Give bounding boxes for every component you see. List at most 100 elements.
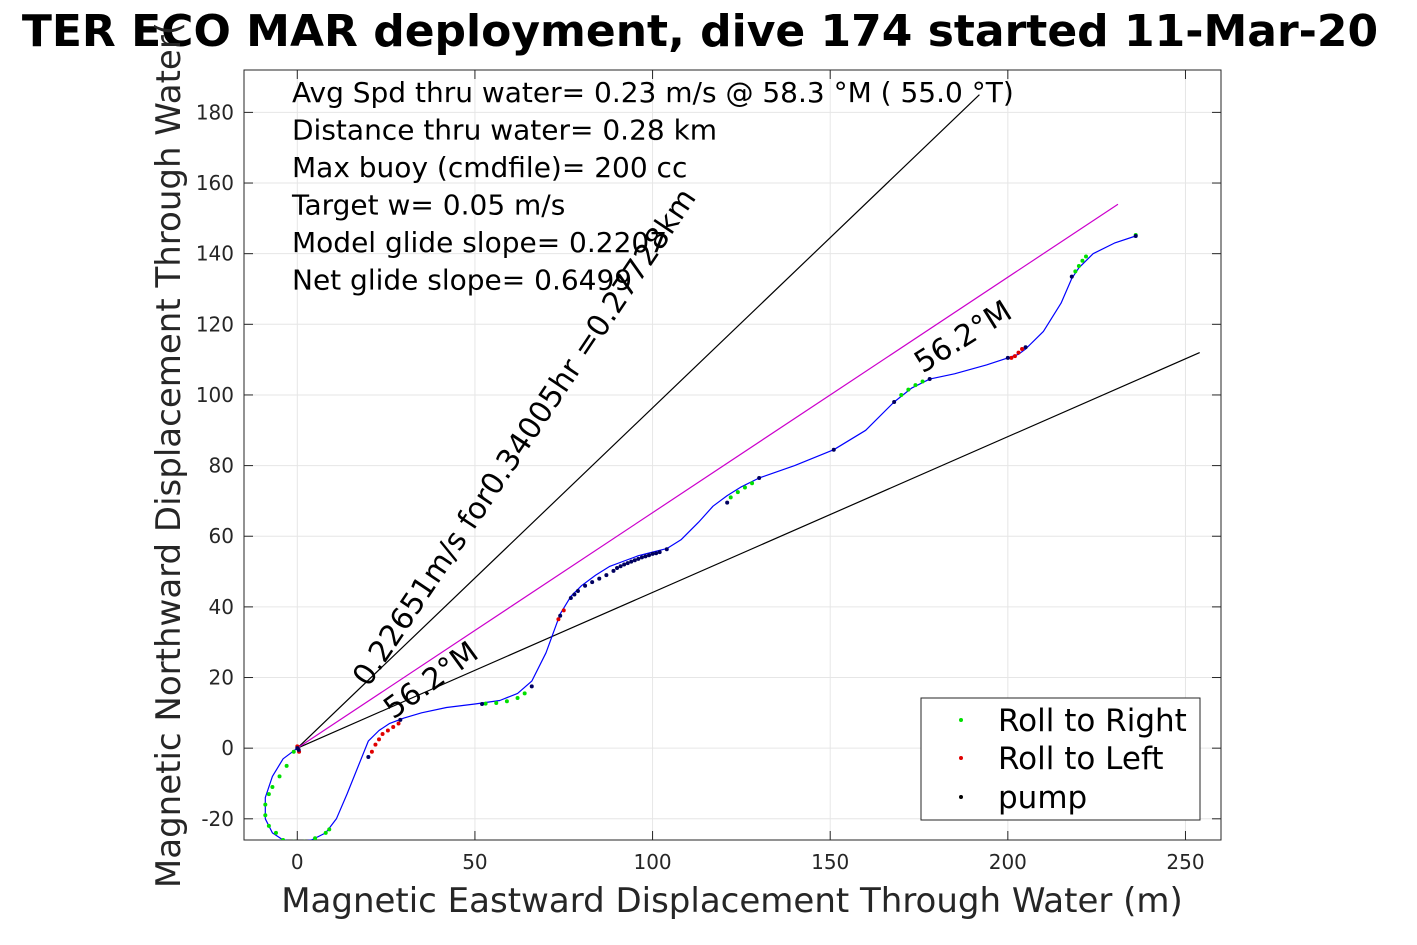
roll-left-point — [373, 742, 378, 747]
roll-right-point — [742, 485, 747, 490]
x-axis-label: Magnetic Eastward Displacement Through W… — [281, 881, 1183, 921]
roll-right-point — [273, 830, 278, 835]
roll-left-point — [1012, 354, 1017, 359]
pump-point — [604, 573, 609, 578]
summary-line: Avg Spd thru water= 0.23 m/s @ 58.3 °M (… — [292, 76, 1014, 109]
roll-left-point — [1009, 355, 1014, 360]
roll-right-point — [281, 838, 286, 840]
summary-line: Target w= 0.05 m/s — [291, 189, 565, 222]
pump-point — [664, 547, 669, 552]
y-tick-label: 20 — [209, 666, 234, 690]
grid-lines — [244, 70, 1221, 840]
roll-right-point — [750, 481, 755, 486]
x-tick-label: 0 — [291, 850, 304, 874]
pump-point — [1005, 355, 1010, 360]
roll-right-point — [303, 839, 306, 840]
pump-point — [572, 592, 577, 597]
pump-point — [757, 475, 762, 480]
x-tick-label: 200 — [989, 850, 1027, 874]
upper-bound-line — [296, 94, 980, 749]
roll-right-point — [899, 392, 904, 397]
axis-ticks: 0 50 100 150 200 250 -20 0 20 40 60 80 100 120 140 160 1… — [196, 70, 1221, 874]
y-axis-label: Magnetic Northward Displacement Through … — [149, 22, 189, 888]
pump-point — [647, 553, 652, 558]
pump-point — [629, 559, 634, 564]
summary-line: Max buoy (cmdfile)= 200 cc — [292, 151, 687, 184]
roll-right-point — [1073, 269, 1078, 274]
roll-left-point — [391, 724, 396, 729]
pump-point — [650, 551, 655, 556]
roll-right-point — [284, 763, 289, 768]
roll-right-point — [327, 827, 332, 832]
summary-text-block: Avg Spd thru water= 0.23 m/s @ 58.3 °M (… — [291, 76, 1014, 297]
roll-left-point — [385, 728, 390, 733]
y-tick-label: 80 — [209, 454, 234, 478]
y-tick-label: 120 — [196, 312, 234, 336]
roll-left-point — [396, 721, 401, 726]
pump-point — [625, 561, 630, 566]
summary-line: Distance thru water= 0.28 km — [292, 114, 717, 147]
legend-marker-roll-left — [959, 756, 963, 760]
roll-right-point — [906, 387, 911, 392]
pump-point — [639, 555, 644, 560]
y-tick-label: 140 — [196, 242, 234, 266]
legend-label-pump: pump — [998, 780, 1087, 816]
pump-point — [529, 684, 534, 689]
roll-right-point — [270, 785, 275, 790]
pump-point — [615, 566, 620, 571]
roll-right-point — [1083, 254, 1088, 259]
pump-point — [927, 377, 932, 382]
roll-right-point — [504, 699, 509, 704]
net-heading-line — [296, 203, 1119, 749]
legend: Roll to Right Roll to Left pump — [920, 697, 1201, 821]
pump-point — [575, 588, 580, 593]
y-tick-label: 100 — [196, 383, 234, 407]
roll-right-point — [266, 792, 271, 797]
pump-point — [296, 747, 301, 752]
roll-right-point — [522, 691, 527, 696]
pump-point — [654, 551, 659, 556]
y-tick-label: -20 — [201, 807, 234, 831]
roll-right-point — [1076, 264, 1081, 269]
roll-right-point — [263, 802, 268, 807]
legend-box — [920, 697, 1201, 821]
roll-right-point — [292, 839, 295, 840]
roll-left-point — [380, 732, 385, 737]
roll-right-point — [735, 490, 740, 495]
roll-right-point — [920, 379, 925, 384]
x-tick-label: 250 — [1166, 850, 1204, 874]
y-tick-label: 60 — [209, 524, 234, 548]
roll-right-point — [483, 701, 488, 706]
pump-point — [892, 400, 897, 405]
legend-marker-pump — [959, 795, 963, 799]
plot-area — [263, 94, 1200, 840]
x-tick-label: 150 — [811, 850, 849, 874]
pump-point — [583, 583, 588, 588]
pump-point — [611, 568, 616, 573]
pump-point — [398, 717, 403, 722]
pump-point — [480, 702, 485, 707]
pump-point — [831, 447, 836, 452]
pump-point — [597, 576, 602, 581]
roll-right-point — [323, 830, 328, 835]
roll-right-point — [515, 696, 520, 701]
pump-point — [568, 596, 573, 601]
roll-left-point — [561, 608, 566, 613]
roll-right-point — [277, 774, 282, 779]
legend-label-roll-right: Roll to Right — [998, 703, 1187, 739]
roll-left-point — [556, 617, 561, 622]
x-tick-label: 50 — [462, 850, 487, 874]
summary-line: Model glide slope= 0.2207 — [292, 226, 667, 259]
pump-point — [725, 500, 730, 505]
roll-right-point — [1080, 258, 1085, 263]
pump-point — [558, 613, 563, 618]
pump-point — [1023, 345, 1028, 350]
roll-left-point — [1020, 347, 1025, 352]
roll-right-point — [291, 749, 296, 754]
y-tick-label: 40 — [209, 595, 234, 619]
roll-right-point — [728, 495, 733, 500]
pump-point — [632, 558, 637, 563]
pump-point — [366, 754, 371, 759]
pump-point — [618, 564, 623, 569]
y-tick-label: 160 — [196, 171, 234, 195]
